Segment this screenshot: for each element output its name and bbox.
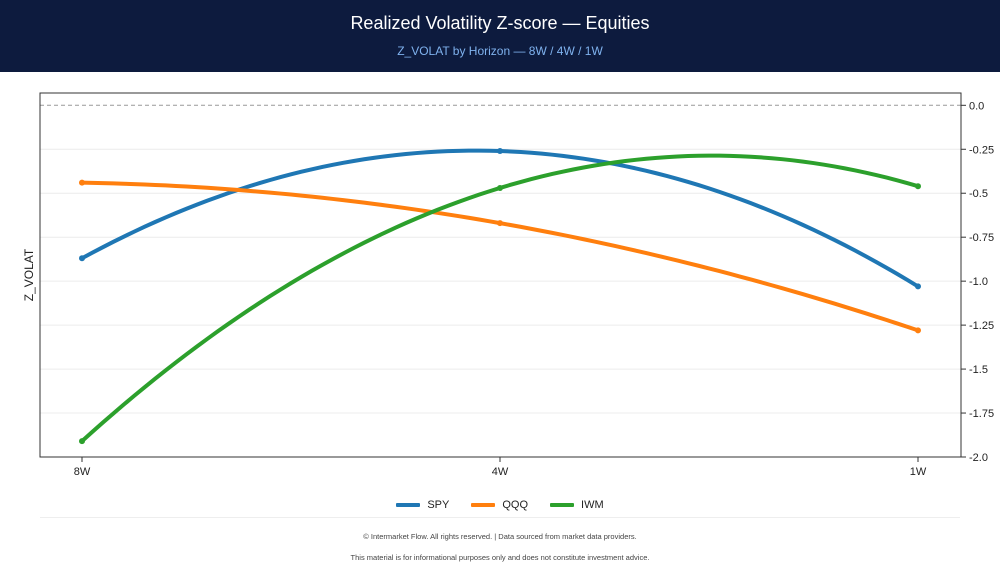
legend-item-spy: SPY <box>396 499 449 511</box>
data-point-qqq-1w <box>915 327 921 334</box>
data-point-spy-8w <box>79 255 85 262</box>
y-tick-label: -0.75 <box>969 232 994 244</box>
legend-item-qqq: QQQ <box>471 499 528 511</box>
y-tick-label: -1.75 <box>969 408 994 420</box>
y-tick-label: -2.0 <box>969 452 988 464</box>
chart-title: Realized Volatility Z-score — Equities <box>350 13 650 33</box>
legend-label: QQQ <box>502 499 529 511</box>
series-line-iwm <box>80 153 920 444</box>
data-point-qqq-4w <box>497 220 503 227</box>
data-point-spy-4w <box>497 148 503 155</box>
data-point-iwm-1w <box>915 183 921 190</box>
y-tick-label: -1.5 <box>969 364 988 376</box>
data-point-spy-1w <box>915 283 921 290</box>
line-chart: 0.0 -0.25 -0.5 -0.75 -1.0 -1.25 -1.5 -1.75 -2.0 8… <box>22 92 994 478</box>
legend-label: SPY <box>427 499 450 511</box>
series-line-spy <box>80 148 920 289</box>
x-tick-label: 4W <box>492 466 509 478</box>
y-axis-label: Z_VOLAT <box>22 248 36 301</box>
legend-swatch <box>550 503 575 507</box>
y-tick-label: -1.25 <box>969 320 994 332</box>
x-tick-label: 8W <box>74 466 91 478</box>
legend-swatch <box>396 503 421 507</box>
chart-legend: SPY QQQ IWM <box>0 499 1000 511</box>
plot-frame <box>39 92 962 458</box>
footer-disclaimer: This material is for informational purpo… <box>350 553 650 562</box>
data-point-iwm-8w <box>79 438 85 445</box>
chart-subtitle: Z_VOLAT by Horizon — 8W / 4W / 1W <box>397 44 603 58</box>
data-point-qqq-8w <box>79 179 85 186</box>
footer-copyright: © Intermarket Flow. All rights reserved.… <box>363 532 637 541</box>
y-tick-label: 0.0 <box>969 100 984 112</box>
y-tick-label: -1.0 <box>969 276 988 288</box>
data-point-iwm-4w <box>497 184 503 191</box>
x-tick-label: 1W <box>910 466 927 478</box>
legend-label: IWM <box>581 499 604 511</box>
header-banner: Realized Volatility Z-score — Equities Z… <box>0 0 1000 72</box>
series-line-qqq <box>80 180 920 333</box>
legend-item-iwm: IWM <box>550 499 604 511</box>
footer-divider <box>40 517 960 518</box>
y-tick-label: -0.25 <box>969 144 994 156</box>
legend-swatch <box>471 503 496 507</box>
y-tick-label: -0.5 <box>969 188 988 200</box>
